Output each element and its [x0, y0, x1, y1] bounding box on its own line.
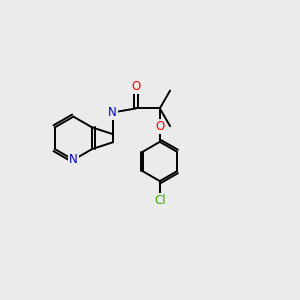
Text: N: N [69, 153, 78, 166]
Text: Cl: Cl [154, 194, 166, 207]
Text: N: N [108, 106, 117, 119]
Text: O: O [131, 80, 141, 93]
Text: O: O [155, 120, 164, 133]
